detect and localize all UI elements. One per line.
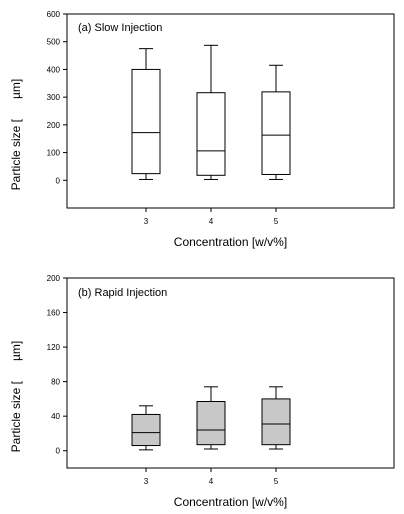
chart-b-y-tick-label: 40 <box>51 412 60 421</box>
chart-b-y-tick-label: 160 <box>47 309 61 318</box>
chart-b-box <box>261 398 291 446</box>
chart-a-x-axis-title: Concentration [w/v%] <box>174 235 287 249</box>
chart-a-y-axis-title: Particle size [ <box>9 118 23 190</box>
chart-b-box <box>196 401 226 446</box>
chart-b-box <box>131 413 161 447</box>
chart-a-x-tick-label: 3 <box>144 217 149 226</box>
chart-b-x-axis-title: Concentration [w/v%] <box>174 495 287 509</box>
chart-b-y-axis-unit: µm] <box>9 341 23 361</box>
chart-a-box <box>131 68 161 175</box>
chart-a-box <box>261 91 291 175</box>
chart-a-y-tick-label: 300 <box>47 93 61 102</box>
chart-a-plot-frame <box>66 13 395 209</box>
chart-b-y-tick-label: 120 <box>47 343 61 352</box>
chart-a-title: (a) Slow Injection <box>78 22 162 34</box>
chart-b-y-tick-label: 0 <box>56 447 61 456</box>
chart-b-y-tick-label: 200 <box>47 274 61 283</box>
chart-b-x-tick-label: 5 <box>274 477 279 486</box>
chart-b-title: (b) Rapid Injection <box>78 287 167 299</box>
chart-a-x-tick-label: 4 <box>209 217 214 226</box>
chart-a-y-axis-unit: µm] <box>9 79 23 99</box>
chart-b-y-tick-label: 80 <box>51 378 60 387</box>
chart-a-y-tick-label: 500 <box>47 38 61 47</box>
chart-a-x-tick-label: 5 <box>274 217 279 226</box>
chart-b-x-tick-label: 4 <box>209 477 214 486</box>
chart-b-y-axis-title: Particle size [ <box>9 380 23 452</box>
chart-b-plot-frame <box>66 277 395 469</box>
chart-b-x-tick-label: 3 <box>144 477 149 486</box>
chart-a-y-tick-label: 0 <box>56 176 61 185</box>
chart-a-y-tick-label: 600 <box>47 10 61 19</box>
chart-a-box <box>196 92 226 176</box>
chart-a-y-tick-label: 400 <box>47 65 61 74</box>
chart-a-y-tick-label: 200 <box>47 121 61 130</box>
chart-a-y-tick-label: 100 <box>47 149 61 158</box>
